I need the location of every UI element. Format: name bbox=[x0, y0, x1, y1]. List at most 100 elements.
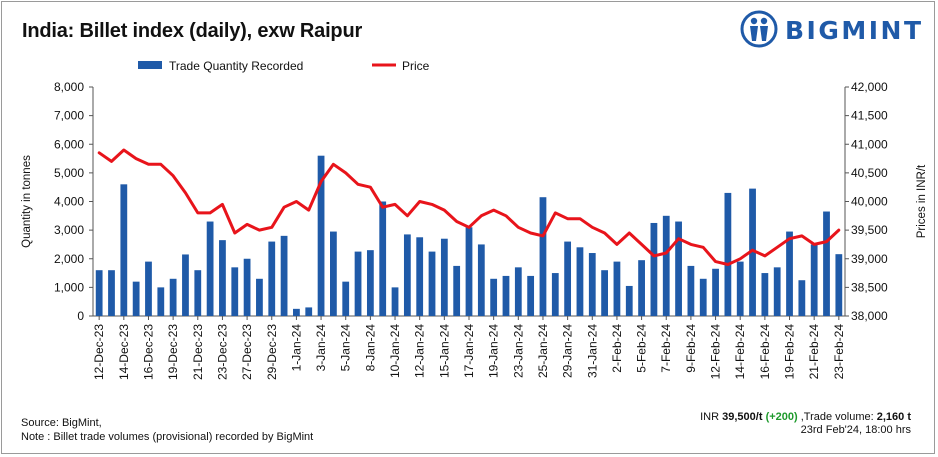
quantity-bar bbox=[379, 201, 387, 316]
quantity-bar bbox=[428, 251, 436, 316]
y-tick-label: 1,000 bbox=[54, 280, 84, 294]
quantity-bar bbox=[736, 261, 744, 316]
x-tick-label: 23-Feb-24 bbox=[832, 324, 846, 380]
quantity-bar bbox=[243, 258, 251, 316]
quantity-bar bbox=[231, 267, 239, 316]
y2-tick-label: 40,000 bbox=[851, 195, 888, 209]
quantity-bar bbox=[465, 227, 473, 316]
quantity-bar bbox=[761, 273, 769, 316]
x-tick-label: 17-Jan-24 bbox=[462, 324, 476, 378]
x-tick-label: 23-Jan-24 bbox=[511, 324, 525, 378]
quantity-bar bbox=[613, 261, 621, 316]
quantity-bar bbox=[625, 285, 633, 316]
quantity-bar bbox=[280, 235, 288, 316]
quantity-bar bbox=[342, 281, 350, 316]
bar-series bbox=[95, 155, 843, 316]
quantity-bar bbox=[132, 281, 140, 316]
quantity-bar bbox=[256, 278, 263, 316]
x-tick-label: 16-Dec-23 bbox=[142, 324, 156, 380]
quantity-bar bbox=[403, 234, 411, 316]
x-tick-label: 19-Feb-24 bbox=[783, 324, 797, 380]
quantity-bar bbox=[687, 265, 695, 316]
quantity-bar bbox=[330, 231, 337, 316]
y2-tick-label: 39,500 bbox=[851, 223, 888, 237]
quantity-bar bbox=[453, 265, 461, 316]
quantity-bar bbox=[305, 307, 313, 316]
quantity-bar bbox=[724, 192, 732, 316]
quantity-bar bbox=[440, 238, 448, 316]
quantity-bar bbox=[206, 221, 214, 316]
quantity-bar bbox=[601, 270, 608, 316]
quantity-bar bbox=[527, 275, 535, 316]
y-tick-label: 8,000 bbox=[54, 80, 84, 94]
volume-value: 2,160 t bbox=[876, 411, 911, 423]
quantity-bar bbox=[219, 240, 226, 316]
x-tick-label: 19-Jan-24 bbox=[487, 324, 501, 378]
quantity-bar bbox=[749, 188, 756, 316]
bigmint-wordmark: BIGMINT bbox=[785, 16, 924, 45]
y-tick-label: 5,000 bbox=[54, 166, 84, 180]
x-tick-label: 27-Dec-23 bbox=[240, 324, 254, 380]
x-tick-label: 2-Feb-24 bbox=[610, 324, 624, 373]
y2-axis-label: Prices in INR/t bbox=[916, 164, 928, 238]
quantity-bar bbox=[539, 197, 547, 316]
x-tick-label: 14-Dec-23 bbox=[117, 324, 131, 380]
source-line: Source: BigMint, bbox=[21, 417, 102, 429]
quantity-bar bbox=[798, 280, 806, 316]
y-axis-label: Quantity in tonnes bbox=[21, 155, 33, 248]
quantity-bar bbox=[773, 267, 781, 316]
y2-tick-label: 39,000 bbox=[851, 252, 888, 266]
quantity-bar bbox=[120, 184, 128, 316]
quantity-bar bbox=[157, 287, 165, 316]
x-tick-label: 19-Dec-23 bbox=[166, 324, 180, 380]
quantity-bar bbox=[182, 254, 189, 316]
x-tick-label: 25-Jan-24 bbox=[536, 324, 550, 378]
quantity-bar bbox=[662, 215, 670, 316]
tick-labels: 0 1,000 2,000 3,000 4,000 5,000 6,000 7,000 8,00… bbox=[54, 80, 888, 380]
y2-tick-label: 38,500 bbox=[851, 280, 888, 294]
legend-swatch-quantity bbox=[138, 61, 162, 69]
x-tick-label: 3-Jan-24 bbox=[314, 324, 328, 372]
x-tick-label: 15-Jan-24 bbox=[437, 324, 451, 378]
quantity-bar bbox=[835, 254, 843, 316]
quantity-bar bbox=[576, 247, 584, 316]
price-summary: INR 39,500/t (+200) ,Trade volume: 2,160… bbox=[700, 411, 911, 437]
y2-tick-label: 41,500 bbox=[851, 109, 888, 123]
x-tick-label: 31-Jan-24 bbox=[585, 324, 599, 378]
x-tick-label: 12-Jan-24 bbox=[413, 324, 427, 378]
x-tick-label: 7-Feb-24 bbox=[659, 324, 673, 373]
legend-label-quantity: Trade Quantity Recorded bbox=[169, 59, 303, 73]
y-tick-label: 3,000 bbox=[54, 223, 84, 237]
quantity-bar bbox=[416, 237, 424, 316]
y-tick-label: 7,000 bbox=[54, 109, 84, 123]
quantity-bar bbox=[514, 267, 522, 316]
volume-label: ,Trade volume: bbox=[797, 411, 877, 423]
quantity-bar bbox=[551, 273, 559, 316]
quantity-bar bbox=[354, 251, 362, 316]
x-tick-label: 23-Dec-23 bbox=[215, 324, 229, 380]
quantity-bar bbox=[810, 244, 818, 316]
x-tick-label: 14-Feb-24 bbox=[733, 324, 747, 380]
x-tick-label: 21-Feb-24 bbox=[807, 324, 821, 380]
x-tick-label: 29-Jan-24 bbox=[561, 324, 575, 378]
y-tick-label: 6,000 bbox=[54, 137, 84, 151]
bigmint-logo: BIGMINT bbox=[740, 10, 930, 48]
x-tick-label: 5-Jan-24 bbox=[339, 324, 353, 372]
quantity-bar bbox=[823, 211, 830, 316]
timestamp: 23rd Feb'24, 18:00 hrs bbox=[800, 424, 911, 436]
y2-tick-label: 40,500 bbox=[851, 166, 888, 180]
y-tick-label: 4,000 bbox=[54, 195, 84, 209]
quantity-bar bbox=[588, 253, 596, 316]
price-prefix: INR bbox=[700, 411, 723, 423]
quantity-bar bbox=[366, 250, 374, 316]
chart-title: India: Billet index (daily), exw Raipur bbox=[22, 20, 363, 42]
quantity-bar bbox=[712, 268, 719, 316]
x-tick-label: 10-Jan-24 bbox=[388, 324, 402, 378]
quantity-bar bbox=[268, 241, 276, 316]
note-line: Note : Billet trade volumes (provisional… bbox=[21, 431, 314, 443]
quantity-bar bbox=[490, 278, 498, 316]
x-tick-label: 21-Dec-23 bbox=[191, 324, 205, 380]
quantity-bar bbox=[638, 260, 645, 316]
